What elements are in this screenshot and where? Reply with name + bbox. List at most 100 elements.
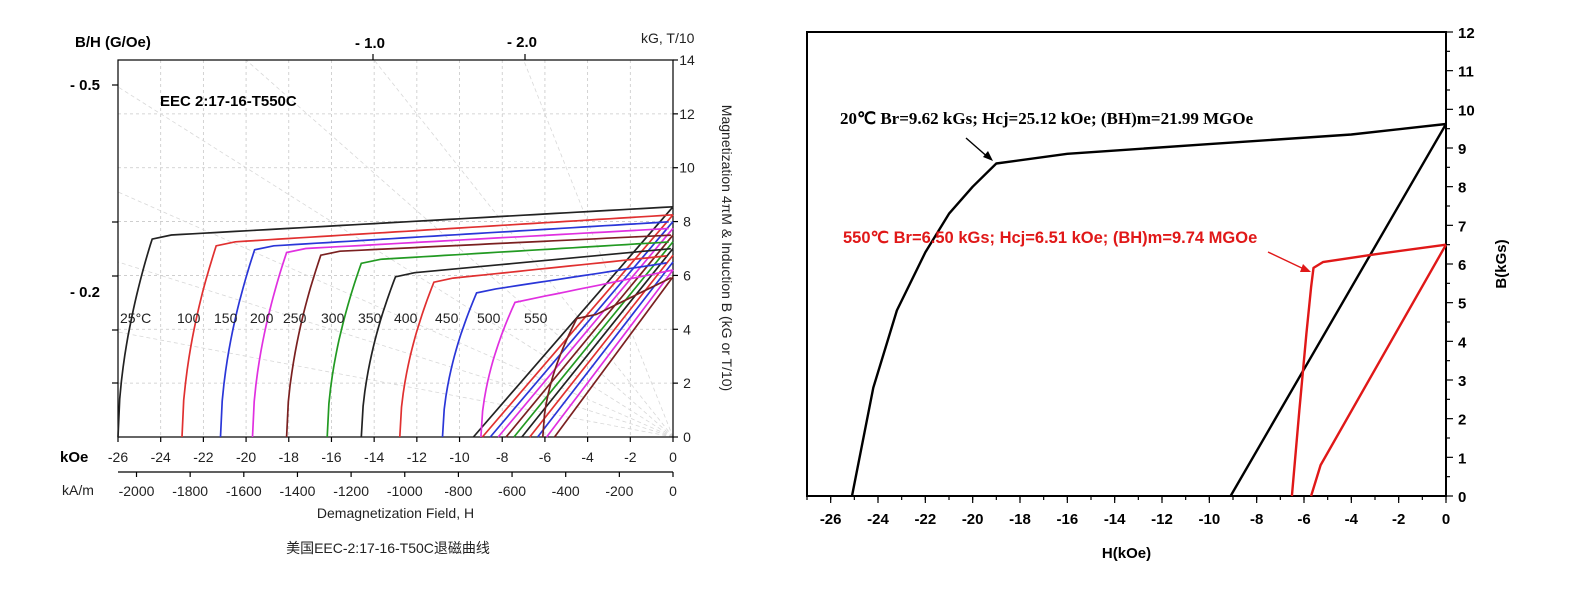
y-tick-label: 0	[1458, 489, 1466, 506]
x-tick-label: -12	[1151, 511, 1173, 528]
series-label: 150	[214, 310, 238, 326]
series-label: 300	[321, 310, 345, 326]
series-label: 200	[250, 310, 274, 326]
bh-load-line	[117, 331, 674, 438]
x-tick-label: -26	[108, 449, 128, 465]
arrow-head-icon	[1300, 264, 1311, 272]
annotation-arrow-550c	[1267, 251, 1307, 271]
series-label: 350	[358, 310, 382, 326]
x-tick-label: 0	[1442, 511, 1450, 528]
y-tick-label: 2	[1458, 412, 1466, 429]
x-tick-label: -20	[962, 511, 984, 528]
bh-tick-left: - 0.5	[70, 77, 100, 94]
y-tick-label: 6	[1458, 257, 1466, 274]
series-label: 400	[394, 310, 418, 326]
series-label: 250	[283, 310, 307, 326]
y-tick-label: 4	[1458, 334, 1467, 351]
y-tick-label: 7	[1458, 218, 1466, 235]
induction-line	[553, 276, 674, 438]
y-tick-label: 8	[1458, 180, 1466, 197]
x-tick-label: -20	[236, 449, 256, 465]
induction-line	[505, 234, 674, 438]
bh-series-line	[1229, 123, 1448, 497]
y-tick-label: 11	[1458, 64, 1474, 81]
bh-load-line	[117, 86, 674, 438]
bh-tick-top: - 2.0	[507, 34, 537, 51]
x-tick-label: -26	[820, 511, 842, 528]
x-tick-label: -10	[1198, 511, 1220, 528]
bh-series-line	[1309, 244, 1448, 497]
magnetization-curve	[251, 227, 669, 438]
magnetization-curve	[181, 213, 674, 438]
right-axis-unit: kG, T/10	[641, 30, 695, 46]
magnetization-curve	[285, 234, 671, 438]
annotation-20c: 20℃ Br=9.62 kGs; Hcj=25.12 kOe; (BH)m=21…	[840, 109, 1254, 128]
curve-group	[117, 205, 674, 438]
x-tick-label: -6	[1297, 511, 1310, 528]
induction-line	[513, 241, 674, 438]
series-label: 100	[177, 310, 201, 326]
x-tick-label: -8	[1250, 511, 1263, 528]
x-tick-label: 0	[669, 449, 677, 465]
y-tick-label: 10	[1458, 102, 1475, 119]
bh-load-line	[373, 59, 674, 438]
x-tick-label: -2	[624, 449, 637, 465]
magnetization-curve	[219, 220, 669, 438]
y-tick-label: 0	[683, 429, 691, 445]
bh-axis-label: B/H (G/Oe)	[75, 34, 151, 51]
y-tick-label: 9	[1458, 141, 1466, 158]
right-axis-label: Magnetization 4πM & Induction B (kG or T…	[719, 105, 735, 391]
annotation-arrow-20c	[965, 137, 991, 160]
bh-series-line	[850, 122, 1447, 497]
magnetization-curve	[360, 247, 671, 438]
figure-caption: 美国EEC-2:17-16-T50C退磁曲线	[286, 540, 490, 556]
x-tick-label: -12	[407, 449, 427, 465]
induction-line	[472, 206, 674, 438]
kam-tick-label: -200	[605, 483, 633, 499]
x-tick-label: -10	[449, 449, 469, 465]
bh-tick-left: - 0.2	[70, 284, 100, 301]
y-tick-label: 8	[683, 214, 691, 230]
x-unit-koe: kOe	[60, 449, 88, 466]
bh-load-line	[523, 59, 674, 438]
induction-line	[497, 227, 674, 438]
x-tick-label: -4	[1345, 511, 1359, 528]
kam-tick-label: -1200	[333, 483, 369, 499]
x-tick-label: -14	[364, 449, 384, 465]
kam-tick-label: -400	[552, 483, 580, 499]
magnetization-curve	[326, 241, 669, 438]
x-tick-label: -8	[496, 449, 509, 465]
series-label: 450	[435, 310, 459, 326]
x-axis-label: Demagnetization Field, H	[317, 505, 474, 521]
kam-tick-label: -1800	[172, 483, 208, 499]
induction-line	[536, 261, 674, 438]
series-label: 500	[477, 310, 501, 326]
y-tick-label: 4	[683, 321, 691, 337]
y-tick-label: 14	[679, 52, 695, 68]
magnetization-curve	[398, 255, 667, 438]
y-tick-label: 6	[683, 267, 691, 283]
induction-line	[545, 269, 674, 438]
x-axis-label: H(kOe)	[1102, 545, 1151, 562]
x-tick-label: -22	[193, 449, 213, 465]
x-tick-label: -24	[151, 449, 171, 465]
y-tick-label: 2	[683, 375, 691, 391]
magnetization-curve	[541, 277, 672, 438]
bh-tick-top: - 1.0	[355, 35, 385, 52]
demagnetization-chart-eec: - 0.5 - 0.2 B/H (G/Oe) - 1.0 - 2.0 kG, T/10 0 2…	[60, 30, 735, 556]
x-tick-label: -22	[914, 511, 936, 528]
series-label: 25°C	[120, 310, 151, 326]
y-tick-label: 12	[1458, 25, 1475, 42]
annotation-550c: 550℃ Br=6.50 kGs; Hcj=6.51 kOe; (BH)m=9.…	[843, 229, 1257, 247]
bh-load-line	[117, 261, 674, 438]
kam-tick-label: -1400	[280, 483, 316, 499]
y-axis-label: B(kGs)	[1493, 239, 1510, 288]
x-tick-label: -18	[1009, 511, 1031, 528]
kam-tick-label: -600	[498, 483, 526, 499]
x-tick-label: -6	[539, 449, 552, 465]
kam-tick-label: -1000	[387, 483, 423, 499]
y-tick-label: 3	[1458, 373, 1466, 390]
kam-tick-label: 0	[669, 483, 677, 499]
x-tick-label: -18	[279, 449, 299, 465]
y-tick-label: 5	[1458, 296, 1466, 313]
